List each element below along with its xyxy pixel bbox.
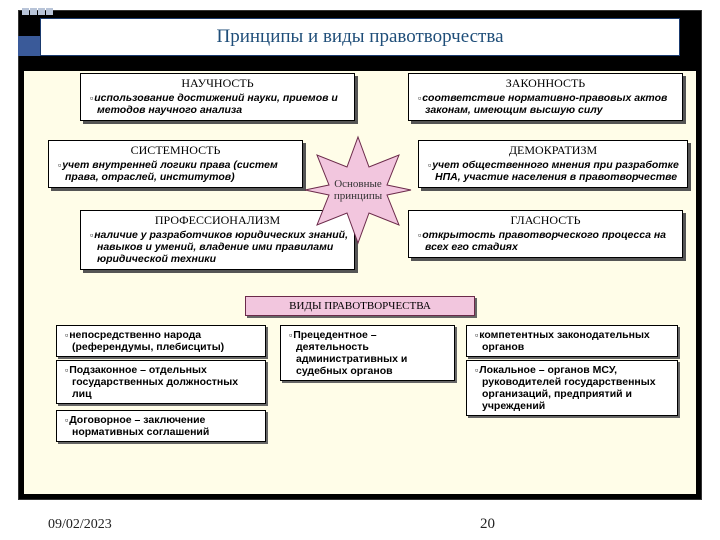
type-lokalnoe: Локальное – органов МСУ, руководителей г… [466,360,678,416]
principle-desc: учет внутренней логики права (систем пра… [55,159,296,183]
type-text: Договорное – заключение нормативных согл… [62,414,260,438]
principle-title: ГЛАСНОСТЬ [415,214,676,228]
principle-sistemnost: СИСТЕМНОСТЬ учет внутренней логики права… [48,140,303,188]
type-narod: непосредственно народа (референдумы, пле… [56,325,266,357]
principle-desc: соответствие нормативно-правовых актов з… [415,92,676,116]
star-label-line2: принципы [334,190,382,202]
principle-desc: учет общественного мнения при разработке… [425,159,681,183]
principle-nauchnost: НАУЧНОСТЬ использование достижений науки… [80,73,355,121]
principle-demokratizm: ДЕМОКРАТИЗМ учет общественного мнения пр… [418,140,688,188]
type-dogovornoe: Договорное – заключение нормативных согл… [56,410,266,442]
footer-date: 09/02/2023 [48,517,112,533]
type-precedentnoe: Прецедентное – деятельность администрати… [280,325,455,381]
page-title: Принципы и виды правотворчества [40,18,680,56]
type-text: компетентных законодательных органов [472,329,672,353]
type-text: Подзаконное – отдельных государственных … [62,364,260,400]
footer-page: 20 [480,516,495,533]
star-label-line1: Основные [334,178,382,190]
type-text: непосредственно народа (референдумы, пле… [62,329,260,353]
principle-glasnost: ГЛАСНОСТЬ открытость правотворческого пр… [408,210,683,258]
center-star: Основные принципы [303,135,413,245]
principle-title: НАУЧНОСТЬ [87,77,348,91]
types-header: ВИДЫ ПРАВОТВОРЧЕСТВА [245,296,475,316]
type-podzakonnoe: Подзаконное – отдельных государственных … [56,360,266,404]
principle-title: ДЕМОКРАТИЗМ [425,144,681,158]
principle-desc: открытость правотворческого процесса на … [415,229,676,253]
type-kompetentnyh: компетентных законодательных органов [466,325,678,357]
star-label: Основные принципы [323,178,393,202]
principle-desc: использование достижений науки, приемов … [87,92,348,116]
principle-zakonnost: ЗАКОННОСТЬ соответствие нормативно-право… [408,73,683,121]
type-text: Прецедентное – деятельность администрати… [286,329,449,377]
type-text: Локальное – органов МСУ, руководителей г… [472,364,672,412]
principle-title: СИСТЕМНОСТЬ [55,144,296,158]
principle-title: ЗАКОННОСТЬ [415,77,676,91]
